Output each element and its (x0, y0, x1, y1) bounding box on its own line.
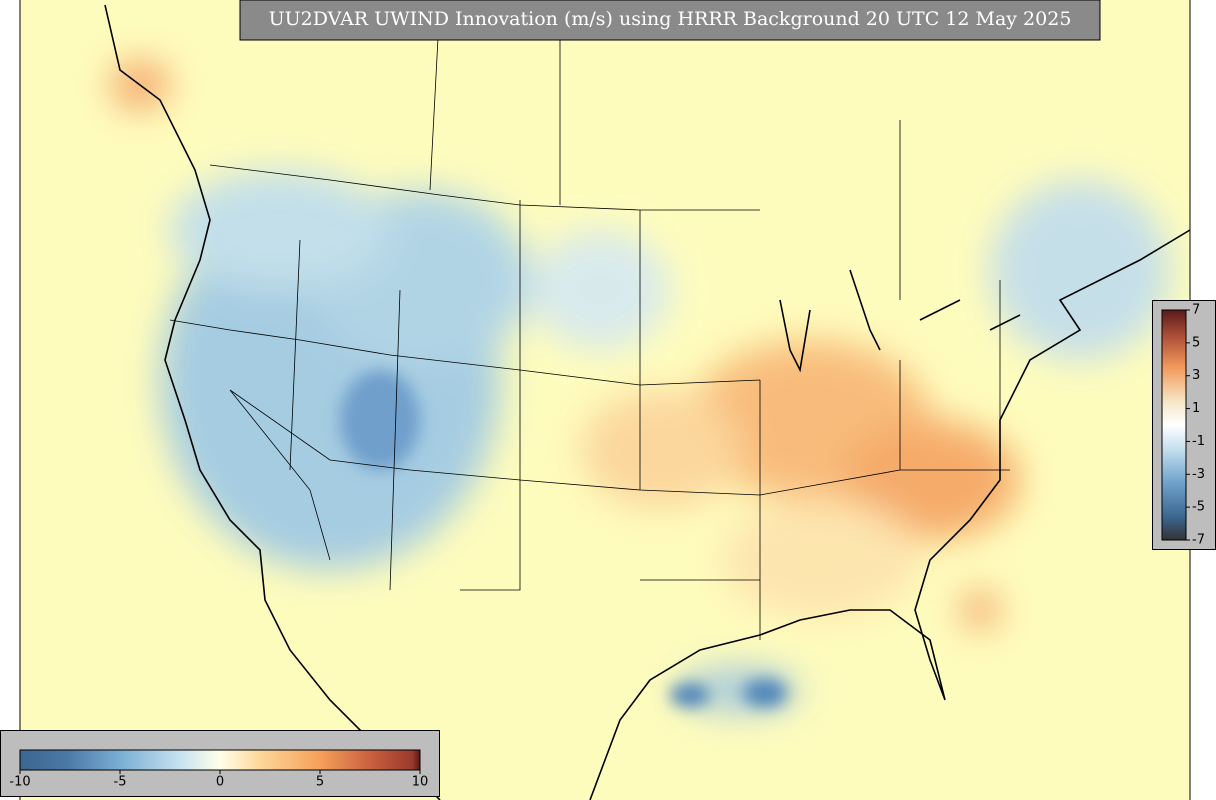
colorbar-tick-label: 7 (1192, 303, 1200, 318)
colorbar-tick-label: -5 (114, 775, 127, 790)
colorbar-tick-label: 0 (216, 775, 224, 790)
colorbar-tick-label: 5 (316, 775, 324, 790)
great-lakes (779, 269, 1021, 373)
colorbar-tick-label: 5 (1192, 335, 1200, 350)
colorbar-tick-label: 1 (1192, 401, 1200, 416)
colorbar-tick-label: 10 (412, 775, 429, 790)
colorbar-tick-label: -1 (1192, 434, 1205, 449)
state-borders (169, 0, 1010, 640)
title: UU2DVAR UWIND Innovation (m/s) using HRR… (269, 8, 1072, 30)
colorbar-tick-label: -7 (1192, 533, 1205, 548)
colorbar-tick-label: 3 (1192, 368, 1200, 383)
field (20, 0, 1190, 800)
title-box (239, 0, 1101, 41)
colorbar (1161, 309, 1187, 541)
coastline (589, 229, 1190, 800)
colorbar-tick-label: -3 (1192, 467, 1205, 482)
colorbar-tick-label: -10 (9, 775, 30, 790)
coastline (104, 4, 441, 800)
colorbar (19, 749, 421, 771)
colorbar-tick-label: -5 (1192, 500, 1205, 515)
